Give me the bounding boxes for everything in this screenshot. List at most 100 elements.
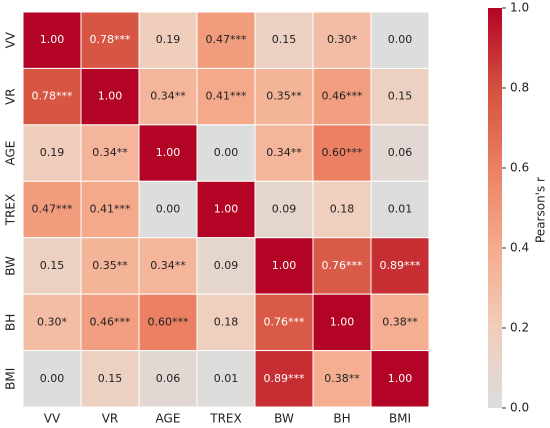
- heatmap-cell: [370, 350, 430, 408]
- heatmap-cell: [370, 180, 430, 239]
- heatmap-cell: [138, 350, 198, 408]
- y-tick-label: VR: [4, 88, 18, 105]
- cell-label: 1.00: [388, 372, 413, 385]
- heatmap-cell: [22, 293, 82, 352]
- heatmap-cell: [80, 124, 140, 182]
- cell-label: 0.00: [214, 146, 239, 159]
- heatmap-cell: [254, 350, 314, 408]
- cell-label: 0.46***: [90, 315, 131, 328]
- cell-label: 0.60***: [322, 146, 363, 159]
- cell-label: 0.00: [40, 372, 65, 385]
- cell-label: 0.30*: [327, 33, 357, 46]
- cell-label: 0.15: [40, 259, 65, 272]
- heatmap-cell: [312, 11, 372, 69]
- cell-label: 0.19: [156, 33, 181, 46]
- heatmap-cell: [80, 180, 140, 239]
- cell-label: 0.47***: [32, 203, 73, 216]
- heatmap-cell: [254, 124, 314, 182]
- y-tick-label: BH: [4, 314, 18, 331]
- heatmap-cell: [370, 293, 430, 352]
- cell-label: 1.00: [330, 315, 355, 328]
- heatmap-cell: [138, 67, 198, 126]
- cell-label: 1.00: [272, 259, 297, 272]
- cell-label: 0.89***: [380, 259, 421, 272]
- y-tick-label: TREX: [4, 194, 18, 226]
- heatmap-cell: [138, 237, 198, 295]
- cell-label: 0.34**: [92, 146, 128, 159]
- y-tick-label: AGE: [4, 141, 18, 166]
- cell-label: 0.15: [98, 372, 123, 385]
- heatmap-cell: [370, 124, 430, 182]
- cell-label: 0.01: [214, 372, 239, 385]
- cell-label: 0.15: [388, 90, 413, 103]
- cell-label: 0.19: [40, 146, 65, 159]
- y-tick-label: BW: [4, 256, 18, 276]
- heatmap-cell: [254, 293, 314, 352]
- colorbar: [488, 8, 502, 408]
- heatmap-cell: [138, 11, 198, 69]
- colorbar-tick-label: 0.4: [510, 241, 529, 255]
- heatmap-cell: [370, 67, 430, 126]
- heatmap-cell: [196, 180, 256, 239]
- cell-label: 1.00: [40, 33, 65, 46]
- y-tick-label: VV: [4, 31, 18, 48]
- heatmap-cell: [196, 293, 256, 352]
- cell-label: 0.38**: [324, 372, 360, 385]
- cell-label: 0.46***: [322, 90, 363, 103]
- x-tick-label: TREX: [209, 412, 241, 426]
- colorbar-tick-label: 0.2: [510, 321, 529, 335]
- cell-label: 0.76***: [322, 259, 363, 272]
- heatmap-cell: [22, 180, 82, 239]
- cell-label: 0.34**: [150, 90, 186, 103]
- heatmap-cell: [312, 124, 372, 182]
- cell-label: 0.41***: [206, 90, 247, 103]
- heatmap-cell: [196, 124, 256, 182]
- cell-label: 0.35**: [266, 90, 302, 103]
- cell-label: 0.76***: [264, 315, 305, 328]
- x-tick-label: VR: [102, 412, 119, 426]
- heatmap-cell: [22, 11, 82, 69]
- cell-label: 0.18: [214, 315, 239, 328]
- heatmap-cell: [22, 67, 82, 126]
- colorbar-tick-label: 1.0: [510, 1, 529, 15]
- heatmap-cell: [22, 237, 82, 295]
- x-tick-label: VV: [44, 412, 61, 426]
- cell-label: 1.00: [156, 146, 181, 159]
- heatmap-cell: [22, 350, 82, 408]
- y-tick-label: BMI: [4, 368, 18, 390]
- cell-label: 0.09: [214, 259, 239, 272]
- cell-label: 0.34**: [150, 259, 186, 272]
- cell-label: 0.30*: [37, 315, 67, 328]
- cell-label: 0.78***: [90, 33, 131, 46]
- cell-label: 0.00: [156, 203, 181, 216]
- cell-label: 1.00: [98, 90, 123, 103]
- cell-label: 0.06: [388, 146, 413, 159]
- heatmap-cell: [254, 67, 314, 126]
- x-tick-label: AGE: [156, 412, 181, 426]
- x-tick-label: BMI: [389, 412, 411, 426]
- cell-label: 0.89***: [264, 372, 305, 385]
- cell-label: 0.09: [272, 203, 297, 216]
- x-tick-label: BW: [274, 412, 294, 426]
- cell-label: 0.78***: [32, 90, 73, 103]
- heatmap-cell: [80, 293, 140, 352]
- colorbar-tick-label: 0.6: [510, 161, 529, 175]
- cell-label: 0.18: [330, 203, 355, 216]
- x-tick-label: BH: [333, 412, 350, 426]
- cell-label: 0.41***: [90, 203, 131, 216]
- cell-label: 0.38**: [382, 315, 418, 328]
- cell-label: 0.35**: [92, 259, 128, 272]
- colorbar-tick-label: 0.0: [510, 401, 529, 415]
- cell-label: 0.15: [272, 33, 297, 46]
- heatmap-cell: [312, 350, 372, 408]
- heatmap-cell: [312, 180, 372, 239]
- cell-label: 0.06: [156, 372, 181, 385]
- cell-label: 0.00: [388, 33, 413, 46]
- colorbar-label: Pearson's r: [534, 177, 548, 243]
- cell-label: 0.60***: [148, 315, 189, 328]
- cell-label: 0.01: [388, 203, 413, 216]
- cell-label: 1.00: [214, 203, 239, 216]
- cell-label: 0.47***: [206, 33, 247, 46]
- heatmap-cell: [80, 11, 140, 69]
